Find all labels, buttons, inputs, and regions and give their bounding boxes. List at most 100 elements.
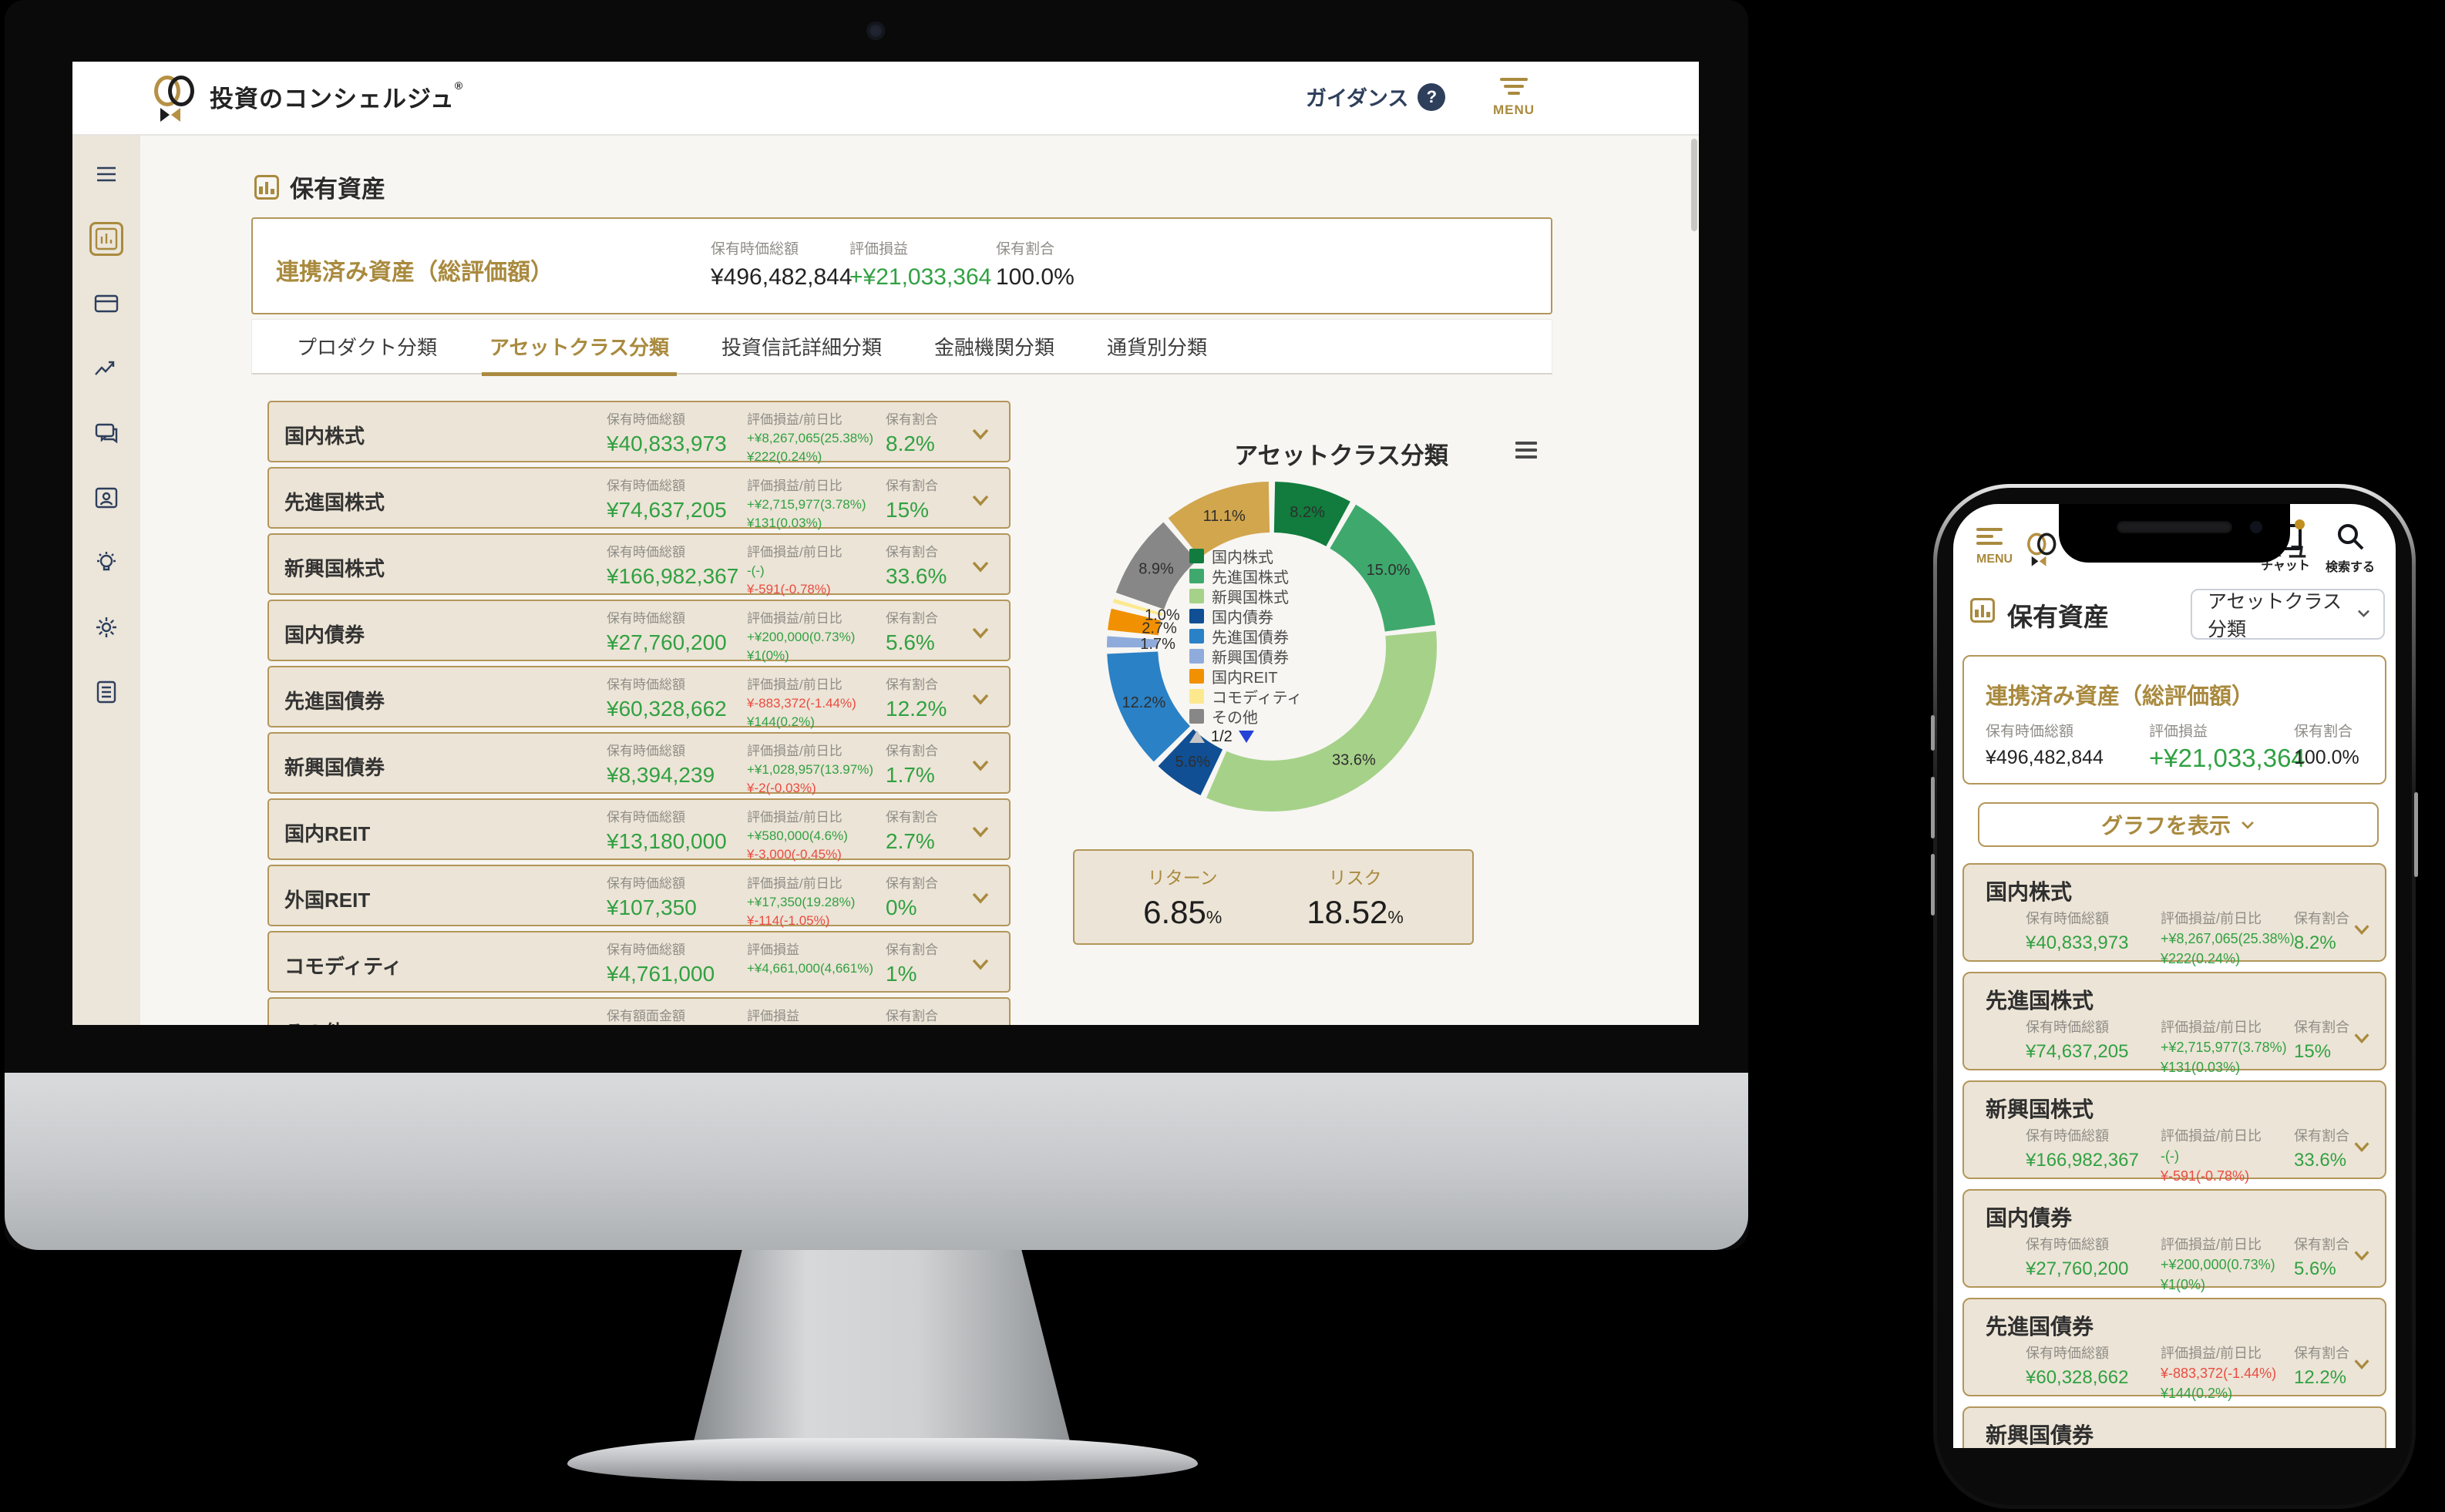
tab-2[interactable]: アセットクラス分類 (482, 318, 677, 376)
chevron-down-icon[interactable] (970, 1020, 990, 1025)
asset-pl: 評価損益/前日比 +¥200,000(0.73%) ¥1(0%) (747, 611, 856, 664)
chevron-down-icon[interactable] (970, 623, 990, 643)
chevron-down-icon[interactable] (970, 888, 990, 908)
donut-segment-その他[interactable] (1115, 522, 1198, 610)
donut-segment-新興国株式[interactable] (1206, 630, 1437, 811)
asset-amount: 保有時価総額 ¥27,760,200 (2026, 1237, 2129, 1279)
tab-1[interactable]: プロダクト分類 (297, 336, 438, 359)
sidebar-item-gear-icon[interactable] (89, 610, 123, 644)
sidebar-item-chat-icon[interactable] (89, 416, 123, 450)
asset-row-外国REIT[interactable]: 外国REIT 保有時価総額 ¥107,350 評価損益/前日比 +¥17,350(19.… (267, 865, 1011, 928)
sidebar (72, 136, 140, 1025)
sidebar-item-credit-card-icon[interactable] (89, 287, 123, 321)
chevron-down-icon[interactable] (2353, 1246, 2371, 1265)
asset-row-国内債券[interactable]: 国内債券 保有時価総額 ¥27,760,200 評価損益/前日比 +¥200,000(0… (267, 600, 1011, 664)
chart-menu-icon[interactable] (1515, 438, 1537, 462)
menu-label: MENU (1492, 102, 1535, 117)
sidebar-item-id-card-icon[interactable] (89, 481, 123, 515)
phone-asset-card-新興国債券[interactable]: 新興国債券保有時価総額¥8,394,239評価損益/前日比+¥1,028,957… (1962, 1406, 2386, 1448)
phone-search-button[interactable]: 検索する (2323, 521, 2377, 575)
donut-segment-先進国株式[interactable] (1329, 504, 1436, 633)
sidebar-item-menu-icon[interactable] (89, 157, 123, 191)
asset-row-国内REIT[interactable]: 国内REIT 保有時価総額 ¥13,180,000 評価損益/前日比 +¥580,000… (267, 798, 1011, 862)
menu-icon (97, 166, 116, 182)
asset-row-コモディティ[interactable]: コモディティ 保有時価総額 ¥4,761,000 評価損益 +¥4,661,000(4,… (267, 931, 1011, 993)
phone-volume-up (1931, 777, 1935, 838)
asset-row-新興国債券[interactable]: 新興国債券 保有時価総額 ¥8,394,239 評価損益/前日比 +¥1,028,957… (267, 732, 1011, 795)
logo-rings-icon (2027, 532, 2060, 566)
sidebar-item-document-icon[interactable] (89, 675, 123, 709)
notification-dot (2295, 519, 2305, 529)
show-graph-button[interactable]: グラフを表示 (1978, 802, 2379, 847)
phone-asset-card-新興国株式[interactable]: 新興国株式 保有時価総額 ¥166,982,367 評価損益/前日比 -(-) ¥-591… (1962, 1080, 2386, 1184)
asset-name: その他 (284, 1017, 345, 1025)
asset-share: 保有割合 15% (2294, 1020, 2349, 1062)
tab-4[interactable]: 金融機関分類 (934, 336, 1055, 359)
asset-row-国内株式[interactable]: 国内株式 保有時価総額 ¥40,833,973 評価損益/前日比 +¥8,267,065… (267, 401, 1011, 464)
legend-page-down-icon[interactable] (1238, 731, 1254, 743)
phone-asset-card-先進国株式[interactable]: 先進国株式 保有時価総額 ¥74,637,205 評価損益/前日比 +¥2,715,97… (1962, 972, 2386, 1075)
sidebar-item-trend-line-icon[interactable] (89, 351, 123, 385)
chevron-down-icon[interactable] (970, 689, 990, 709)
tab-3[interactable]: 投資信託詳細分類 (721, 336, 882, 359)
sidebar-item-lightbulb-icon[interactable] (89, 546, 123, 580)
chevron-down-icon[interactable] (2353, 1029, 2371, 1047)
donut-segment-国内REIT[interactable] (1108, 608, 1162, 636)
app-logo[interactable]: 投資のコンシェルジュ® (154, 74, 464, 122)
phone-volume-down (1931, 854, 1935, 916)
sidebar-item-bar-chart-icon[interactable] (89, 222, 123, 256)
chevron-down-icon[interactable] (2353, 1355, 2371, 1373)
chevron-down-icon[interactable] (970, 954, 990, 974)
asset-name: 国内債券 (284, 623, 365, 647)
logo-rings-icon (154, 74, 199, 122)
classification-dropdown[interactable]: アセットクラス分類 (2191, 589, 2385, 640)
chevron-down-icon[interactable] (970, 822, 990, 842)
asset-share: 保有割合 1% (886, 942, 938, 986)
summary-metric-pl: 評価損益 +¥21,033,364 (2149, 724, 2305, 772)
chevron-down-icon[interactable] (970, 490, 990, 510)
tab-5[interactable]: 通貨別分類 (1107, 336, 1208, 359)
phone-asset-card-先進国債券[interactable]: 先進国債券 保有時価総額 ¥60,328,662 評価損益/前日比 ¥-883,372(… (1962, 1298, 2386, 1401)
asset-pl: 評価損益/前日比 +¥8,267,065(25.38%) ¥222(0.24%) (2161, 911, 2295, 966)
asset-amount: 保有時価総額 ¥166,982,367 (607, 545, 739, 588)
holdings-chart-icon (254, 174, 279, 200)
asset-pl: 評価損益/前日比 +¥2,715,977(3.78%) ¥131(0.03%) (2161, 1020, 2287, 1075)
summary-metric-share: 保有割合 100.0% (996, 241, 1075, 290)
chevron-down-icon[interactable] (2353, 920, 2371, 939)
asset-amount: 保有時価総額 ¥13,180,000 (607, 810, 727, 853)
asset-row-先進国株式[interactable]: 先進国株式 保有時価総額 ¥74,637,205 評価損益/前日比 +¥2,715,97… (267, 467, 1011, 530)
summary-metric-pl: 評価損益 +¥21,033,364 (849, 241, 992, 290)
donut-segment-先進国債券[interactable] (1107, 650, 1191, 762)
legend-pagination: 1/2 (1189, 727, 1254, 746)
chevron-down-icon[interactable] (2353, 1137, 2371, 1156)
donut-percent-label: 15.0% (1367, 562, 1411, 579)
document-icon (96, 680, 116, 704)
phone-asset-card-国内債券[interactable]: 国内債券 保有時価総額 ¥27,760,200 評価損益/前日比 +¥200,000(0… (1962, 1189, 2386, 1292)
chevron-down-icon[interactable] (970, 424, 990, 444)
summary-title: 連携済み資産（総評価額） (1986, 684, 2255, 709)
asset-amount: 保有時価総額 ¥60,328,662 (607, 677, 727, 721)
chevron-down-icon[interactable] (970, 556, 990, 576)
chevron-down-icon[interactable] (970, 755, 990, 775)
registered-mark: ® (454, 79, 464, 92)
id-card-icon (95, 487, 118, 509)
asset-row-新興国株式[interactable]: 新興国株式 保有時価総額 ¥166,982,367 評価損益/前日比 -(-) ¥-591… (267, 533, 1011, 596)
donut-segment-other[interactable] (1168, 482, 1271, 559)
asset-share: 保有割合 0% (886, 876, 938, 919)
vertical-scrollbar[interactable] (1691, 139, 1697, 231)
donut-segment-国内債券[interactable] (1158, 728, 1223, 796)
donut-percent-label: 1.0% (1145, 607, 1180, 624)
help-icon[interactable]: ? (1418, 82, 1446, 111)
menu-button[interactable]: MENU (1483, 74, 1545, 118)
phone-menu-button[interactable]: MENU (1976, 524, 2013, 566)
asset-pl: 評価損益/前日比 -(-) ¥-591(-0.78%) (2161, 1128, 2262, 1184)
asset-pl: 評価損益/前日比 +¥200,000(0.73%) ¥1(0%) (2161, 1237, 2275, 1292)
monitor-stand-base (567, 1438, 1198, 1481)
guidance-button[interactable]: ガイダンス ? (1306, 82, 1446, 112)
phone-asset-card-国内株式[interactable]: 国内株式 保有時価総額 ¥40,833,973 評価損益/前日比 +¥8,267,065… (1962, 863, 2386, 966)
donut-segment-国内株式[interactable] (1273, 482, 1350, 547)
legend-page-up-icon[interactable] (1189, 731, 1205, 743)
asset-row-先進国債券[interactable]: 先進国債券 保有時価総額 ¥60,328,662 評価損益/前日比 ¥-883,372(… (267, 666, 1011, 729)
